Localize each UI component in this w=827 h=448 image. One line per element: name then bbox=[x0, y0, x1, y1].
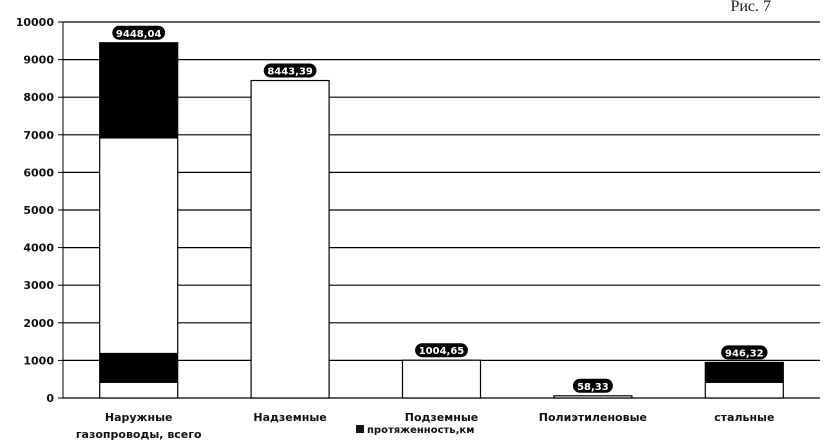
y-tick-label: 1000 bbox=[23, 354, 54, 367]
y-tick-label: 10000 bbox=[16, 16, 55, 29]
x-category-label: Надземные bbox=[253, 411, 326, 424]
data-labels: 9448,04 8443,39 1004,65 58,33 946,32 bbox=[112, 25, 768, 393]
data-label: 8443,39 bbox=[267, 67, 313, 78]
y-tick-label: 0 bbox=[46, 392, 54, 405]
data-label-bg bbox=[112, 25, 166, 40]
y-tick-label: 3000 bbox=[23, 279, 54, 292]
bar bbox=[553, 395, 633, 399]
data-label: 58,33 bbox=[577, 382, 609, 393]
y-tick-label: 2000 bbox=[23, 317, 54, 330]
data-label-bg bbox=[415, 343, 468, 358]
x-category-label: Полиэтиленовые bbox=[539, 411, 647, 424]
data-label-bg bbox=[572, 378, 613, 393]
y-axis-ticks: 0 1000 2000 3000 4000 5000 6000 7000 8000 9000 100… bbox=[16, 16, 63, 405]
figure-label: Рис. 7 bbox=[730, 0, 771, 15]
legend-label: протяженность,км bbox=[367, 425, 474, 436]
bars bbox=[99, 42, 784, 399]
x-axis-categories: Наружные газопроводы, всего Надземные Подзе… bbox=[76, 411, 775, 441]
legend: протяженность,км bbox=[356, 425, 474, 436]
bar-band bbox=[99, 42, 178, 139]
bar bbox=[250, 79, 330, 399]
data-label-bg bbox=[263, 63, 317, 78]
y-tick-label: 6000 bbox=[23, 166, 54, 179]
x-category-label: стальные bbox=[714, 411, 774, 424]
y-tick-label: 4000 bbox=[23, 242, 54, 255]
bar-band bbox=[99, 352, 178, 383]
data-label-bg bbox=[721, 345, 768, 360]
x-category-label: Подземные bbox=[405, 411, 479, 424]
x-category-label: Наружные bbox=[105, 411, 173, 424]
y-tick-label: 5000 bbox=[23, 204, 54, 217]
y-tick-label: 8000 bbox=[23, 91, 54, 104]
y-tick-label: 7000 bbox=[23, 129, 54, 142]
x-category-label: газопроводы, всего bbox=[76, 428, 202, 441]
legend-swatch bbox=[356, 425, 364, 433]
data-label: 1004,65 bbox=[419, 346, 465, 357]
bar bbox=[401, 359, 482, 399]
data-label: 9448,04 bbox=[116, 29, 162, 40]
y-tick-label: 9000 bbox=[23, 54, 54, 67]
bar-band bbox=[705, 362, 784, 383]
data-label: 946,32 bbox=[725, 348, 764, 359]
